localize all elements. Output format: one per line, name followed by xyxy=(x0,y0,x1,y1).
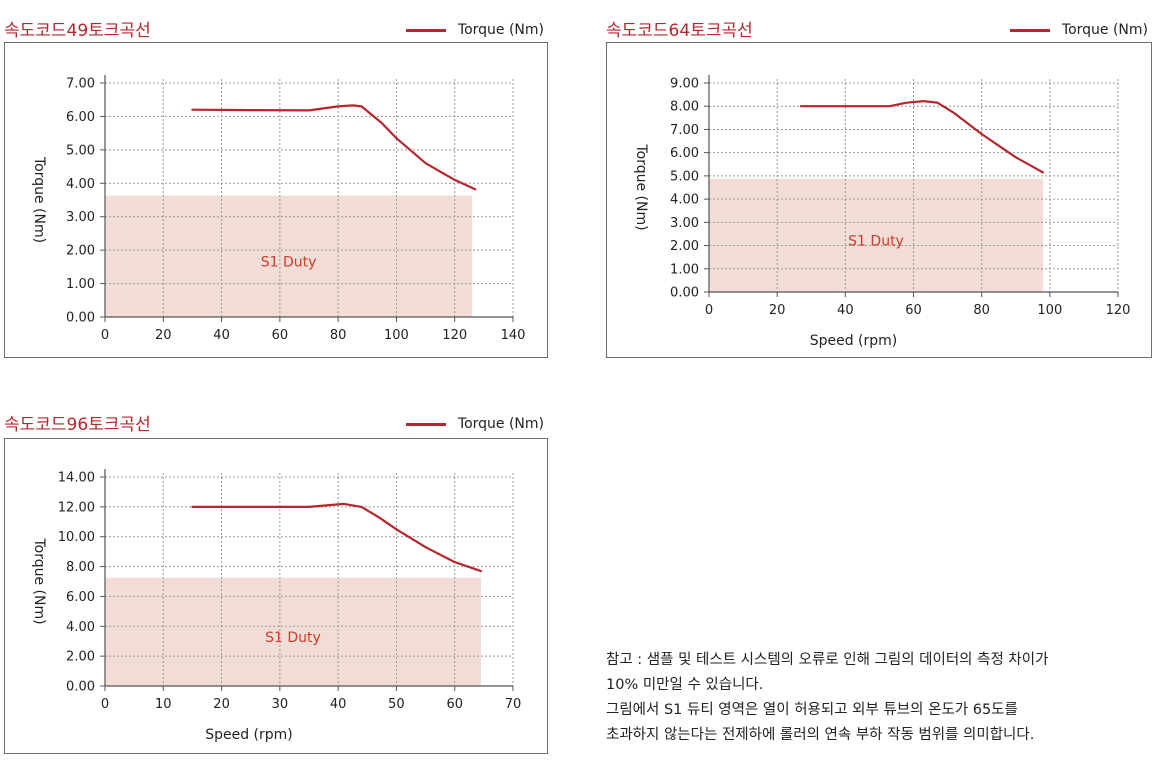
x-tick-label: 10 xyxy=(155,697,172,712)
torque-curve xyxy=(191,502,482,573)
y-tick-label: 10.00 xyxy=(58,530,95,545)
torque-curve xyxy=(191,104,477,191)
duty-region-label: S1 Duty xyxy=(848,233,904,249)
y-tick-label: 7.00 xyxy=(670,123,699,138)
x-tick-label: 20 xyxy=(769,303,786,318)
torque-chart-speed49: 0.00 1.00 2.00 3.00 4.00 5.00 6.00 7.00 0 20 40 60 8… xyxy=(31,75,526,359)
x-tick-label: 100 xyxy=(1037,303,1062,318)
chart-legend: Torque (Nm) xyxy=(1009,22,1148,38)
duty-region-label: S1 Duty xyxy=(265,630,321,646)
x-tick-label: 60 xyxy=(905,303,922,318)
y-axis-label: Torque (Nm) xyxy=(31,537,47,624)
chart-title: 속도코드64토크곡선 xyxy=(606,21,753,41)
y-axis-label: Torque (Nm) xyxy=(31,156,47,243)
y-tick-label: 14.00 xyxy=(58,471,95,486)
torque-chart-speed96: 0.00 2.00 4.00 6.00 8.00 10.00 12.00 14.00 0 10 20… xyxy=(31,469,522,743)
x-tick-label: 100 xyxy=(384,328,409,343)
y-tick-label: 7.00 xyxy=(66,77,95,92)
note-line: 초과하지 않는다는 전제하에 롤러의 연속 부하 작동 범위를 의미합니다. xyxy=(606,727,1035,743)
legend-line-swatch xyxy=(1009,28,1050,32)
y-tick-label: 2.00 xyxy=(670,239,699,254)
y-tick-label: 0.00 xyxy=(66,311,95,326)
torque-curve xyxy=(799,99,1045,174)
y-tick-label: 3.00 xyxy=(66,210,95,225)
y-tick-label: 4.00 xyxy=(66,177,95,192)
legend-label: Torque (Nm) xyxy=(457,22,544,38)
chart-title: 속도코드96토크곡선 xyxy=(4,415,151,435)
x-tick-label: 80 xyxy=(330,328,347,343)
legend-line-swatch xyxy=(405,28,446,32)
chart-panel-speed49: 속도코드49토크곡선 Torque (Nm) 0.00 1.00 2.00 3.00 4… xyxy=(4,16,548,359)
x-tick-label: 70 xyxy=(505,697,522,712)
x-tick-label: 0 xyxy=(705,303,713,318)
y-tick-label: 0.00 xyxy=(66,680,95,695)
x-axis-label: Speed (rpm) xyxy=(810,333,898,349)
chart-panel-speed96: 속도코드96토크곡선 Torque (Nm) 0.00 2.00 4.00 6.00 8… xyxy=(4,410,548,754)
x-tick-label: 50 xyxy=(388,697,405,712)
y-tick-label: 8.00 xyxy=(66,560,95,575)
chart-frame: 0.00 1.00 2.00 3.00 4.00 5.00 6.00 7.00 8.00 9.00… xyxy=(606,42,1152,358)
x-tick-label: 30 xyxy=(272,697,289,712)
y-tick-label: 6.00 xyxy=(66,110,95,125)
duty-region xyxy=(105,195,473,317)
y-tick-label: 8.00 xyxy=(670,100,699,115)
x-tick-label: 60 xyxy=(272,328,289,343)
chart-frame: 0.00 2.00 4.00 6.00 8.00 10.00 12.00 14.00 0 10 20… xyxy=(4,438,548,754)
y-tick-label: 6.00 xyxy=(66,590,95,605)
note-line: 참고 : 샘플 및 테스트 시스템의 오류로 인해 그림의 데이터의 측정 차이… xyxy=(606,652,1049,668)
x-tick-label: 120 xyxy=(442,328,467,343)
y-tick-label: 5.00 xyxy=(66,143,95,158)
y-tick-label: 5.00 xyxy=(670,169,699,184)
x-tick-label: 80 xyxy=(973,303,990,318)
chart-legend: Torque (Nm) xyxy=(405,22,544,38)
y-tick-label: 3.00 xyxy=(670,216,699,231)
legend-label: Torque (Nm) xyxy=(1061,22,1148,38)
legend-line-swatch xyxy=(405,422,446,426)
chart-frame: 0.00 1.00 2.00 3.00 4.00 5.00 6.00 7.00 0 20 40 60 8… xyxy=(4,42,548,359)
y-tick-label: 0.00 xyxy=(670,286,699,301)
x-tick-label: 60 xyxy=(446,697,463,712)
x-axis-label: Speed (rpm) xyxy=(205,358,293,359)
torque-chart-speed64: 0.00 1.00 2.00 3.00 4.00 5.00 6.00 7.00 8.00 9.00… xyxy=(633,75,1131,349)
chart-title: 속도코드49토크곡선 xyxy=(4,21,151,41)
y-axis-label: Torque (Nm) xyxy=(633,143,649,230)
y-tick-label: 4.00 xyxy=(66,620,95,635)
x-tick-label: 120 xyxy=(1106,303,1131,318)
y-tick-label: 1.00 xyxy=(670,262,699,277)
duty-region-label: S1 Duty xyxy=(261,254,317,270)
x-tick-label: 20 xyxy=(155,328,172,343)
duty-region xyxy=(709,178,1044,292)
duty-region xyxy=(105,577,481,686)
y-tick-label: 12.00 xyxy=(58,500,95,515)
measurement-note: 참고 : 샘플 및 테스트 시스템의 오류로 인해 그림의 데이터의 측정 차이… xyxy=(606,648,1146,748)
chart-panel-speed64: 속도코드64토크곡선 Torque (Nm) 0.00 1.00 2.00 3.00 4… xyxy=(606,16,1152,358)
y-tick-label: 6.00 xyxy=(670,146,699,161)
note-line: 그림에서 S1 듀티 영역은 열이 허용되고 외부 튜브의 온도가 65도를 xyxy=(606,702,1018,718)
legend-label: Torque (Nm) xyxy=(457,416,544,432)
x-tick-label: 40 xyxy=(837,303,854,318)
y-tick-label: 1.00 xyxy=(66,277,95,292)
y-tick-label: 2.00 xyxy=(66,244,95,259)
chart-legend: Torque (Nm) xyxy=(405,416,544,432)
x-tick-label: 140 xyxy=(501,328,526,343)
x-tick-label: 40 xyxy=(213,328,230,343)
note-line: 10% 미만일 수 있습니다. xyxy=(606,677,764,693)
x-tick-label: 0 xyxy=(101,328,109,343)
y-tick-label: 4.00 xyxy=(670,193,699,208)
x-axis-label: Speed (rpm) xyxy=(205,727,293,743)
y-tick-label: 9.00 xyxy=(670,77,699,92)
y-tick-label: 2.00 xyxy=(66,650,95,665)
x-tick-label: 40 xyxy=(330,697,347,712)
x-tick-label: 0 xyxy=(101,697,109,712)
x-tick-label: 20 xyxy=(213,697,230,712)
